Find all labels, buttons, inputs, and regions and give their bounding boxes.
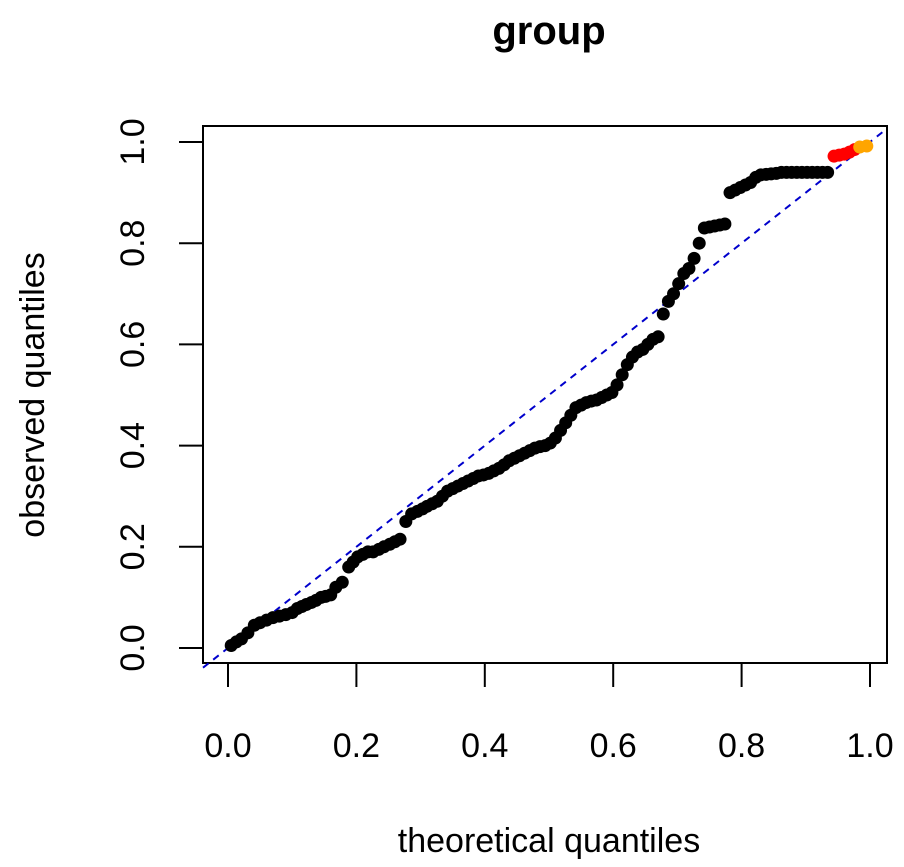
x-tick-label: 0.8: [718, 727, 765, 765]
x-tick-label: 0.4: [461, 727, 508, 765]
data-point: [821, 165, 835, 179]
data-point: [667, 287, 681, 301]
data-point: [656, 307, 670, 321]
x-tick-label: 0.0: [204, 727, 251, 765]
x-tick-label: 1.0: [846, 727, 893, 765]
x-axis: 0.0 0.2 0.4 0.6 0.8 1.0: [204, 662, 894, 765]
y-axis-label: observed quantiles: [14, 252, 52, 537]
y-tick-label: 0.0: [114, 624, 152, 671]
data-point: [393, 532, 407, 546]
plot-frame: [202, 125, 888, 664]
chart-title: group: [492, 9, 605, 53]
data-point: [687, 251, 701, 265]
data-point: [860, 139, 874, 153]
x-tick-label: 0.6: [590, 727, 637, 765]
data-point: [651, 330, 665, 344]
y-tick-label: 0.2: [114, 523, 152, 570]
y-tick-label: 1.0: [114, 118, 152, 165]
reference-line: [202, 127, 888, 669]
y-axis: 0.0 0.2 0.4 0.6 0.8 1.0: [114, 118, 204, 672]
data-point: [335, 575, 349, 589]
data-point: [615, 368, 629, 382]
x-axis-label: theoretical quantiles: [398, 822, 700, 860]
points-layer: [224, 139, 874, 652]
y-tick-label: 0.6: [114, 321, 152, 368]
data-point: [692, 236, 706, 250]
x-tick-label: 0.2: [333, 727, 380, 765]
data-point: [718, 217, 732, 231]
y-tick-label: 0.8: [114, 220, 152, 267]
data-point: [672, 277, 686, 291]
reference-line-layer: [202, 127, 888, 669]
y-tick-label: 0.4: [114, 422, 152, 469]
data-point: [682, 262, 696, 275]
data-point: [610, 378, 624, 392]
